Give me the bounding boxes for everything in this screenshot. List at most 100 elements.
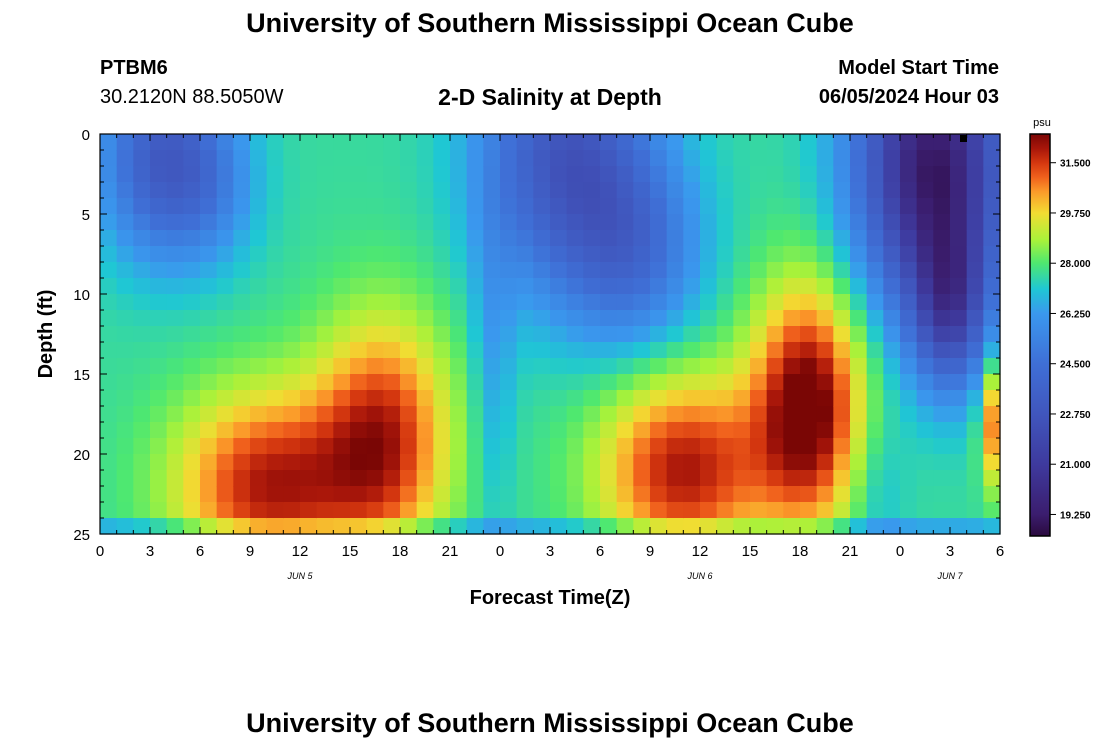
heatmap-cell	[883, 454, 901, 471]
heatmap-cell	[250, 422, 268, 439]
heatmap-cell	[783, 262, 801, 279]
heatmap-cell	[733, 406, 751, 423]
heatmap-cell	[383, 486, 401, 503]
heatmap-cell	[483, 438, 501, 455]
heatmap-cell	[150, 326, 168, 343]
heatmap-cell	[916, 454, 934, 471]
heatmap-cell	[800, 374, 818, 391]
heatmap-cell	[950, 150, 968, 167]
heatmap-cell	[833, 310, 851, 327]
heatmap-cell	[650, 310, 668, 327]
x-tick-label: 9	[246, 543, 254, 560]
heatmap-cell	[716, 262, 734, 279]
heatmap-cell	[150, 294, 168, 311]
heatmap-cell	[283, 150, 301, 167]
heatmap-cell	[450, 182, 468, 199]
heatmap-cell	[366, 246, 384, 263]
heatmap-cell	[983, 518, 1001, 535]
heatmap-cell	[300, 342, 318, 359]
heatmap-cell	[783, 406, 801, 423]
heatmap-cell	[433, 230, 451, 247]
heatmap-cell	[483, 502, 501, 519]
heatmap-cell	[400, 150, 418, 167]
heatmap-cell	[166, 198, 184, 215]
heatmap-cell	[316, 134, 334, 151]
heatmap-cell	[183, 358, 201, 375]
heatmap-cell	[850, 406, 868, 423]
heatmap-cell	[200, 262, 218, 279]
heatmap-cell	[250, 294, 268, 311]
heatmap-cell	[133, 502, 151, 519]
heatmap-cell	[733, 422, 751, 439]
heatmap-cell	[450, 294, 468, 311]
heatmap-cell	[233, 150, 251, 167]
heatmap-cell	[416, 326, 434, 343]
heatmap-cell	[516, 246, 534, 263]
heatmap-cell	[450, 230, 468, 247]
heatmap-cell	[516, 518, 534, 535]
heatmap-cell	[233, 486, 251, 503]
heatmap-cell	[550, 166, 568, 183]
heatmap-cell	[816, 518, 834, 535]
heatmap-cell	[750, 246, 768, 263]
heatmap-cell	[133, 390, 151, 407]
heatmap-cell	[700, 246, 718, 263]
heatmap-cell	[466, 326, 484, 343]
heatmap-cell	[983, 438, 1001, 455]
heatmap-cell	[400, 422, 418, 439]
heatmap-cell	[766, 230, 784, 247]
heatmap-cell	[766, 294, 784, 311]
heatmap-cell	[783, 294, 801, 311]
heatmap-cell	[433, 150, 451, 167]
heatmap-cell	[433, 294, 451, 311]
heatmap-cell	[500, 454, 518, 471]
heatmap-cell	[883, 166, 901, 183]
footer-title: University of Southern Mississippi Ocean…	[246, 708, 854, 738]
heatmap-cell	[166, 326, 184, 343]
heatmap-cell	[116, 150, 134, 167]
heatmap-cell	[716, 278, 734, 295]
heatmap-cell	[216, 406, 234, 423]
heatmap-cell	[650, 214, 668, 231]
heatmap-cell	[283, 246, 301, 263]
heatmap-cell	[333, 310, 351, 327]
heatmap-cell	[750, 358, 768, 375]
heatmap-cell	[200, 358, 218, 375]
heatmap-cell	[650, 294, 668, 311]
heatmap-cell	[100, 214, 118, 231]
heatmap-cell	[616, 278, 634, 295]
heatmap-cell	[400, 358, 418, 375]
heatmap-cell	[916, 518, 934, 535]
heatmap-cell	[416, 134, 434, 151]
heatmap-cell	[550, 230, 568, 247]
heatmap-cell	[933, 454, 951, 471]
heatmap-cell	[666, 150, 684, 167]
heatmap-cell	[850, 518, 868, 535]
heatmap-cell	[150, 198, 168, 215]
heatmap-cell	[466, 438, 484, 455]
heatmap-cell	[600, 390, 618, 407]
heatmap-cell	[533, 422, 551, 439]
heatmap-cell	[933, 406, 951, 423]
heatmap-cell	[666, 390, 684, 407]
heatmap-cell	[800, 150, 818, 167]
heatmap-cell	[216, 390, 234, 407]
heatmap-cell	[366, 502, 384, 519]
heatmap-cell	[316, 166, 334, 183]
heatmap-cell	[233, 342, 251, 359]
heatmap-cell	[116, 182, 134, 199]
heatmap-cell	[900, 166, 918, 183]
heatmap-cell	[850, 358, 868, 375]
heatmap-cell	[633, 518, 651, 535]
heatmap-cell	[466, 214, 484, 231]
heatmap-cell	[133, 470, 151, 487]
heatmap-cell	[616, 422, 634, 439]
heatmap-cells	[100, 134, 1001, 535]
heatmap-cell	[466, 470, 484, 487]
heatmap-cell	[350, 374, 368, 391]
heatmap-cell	[566, 134, 584, 151]
heatmap-cell	[766, 150, 784, 167]
heatmap-cell	[400, 438, 418, 455]
heatmap-cell	[500, 486, 518, 503]
heatmap-cell	[983, 454, 1001, 471]
